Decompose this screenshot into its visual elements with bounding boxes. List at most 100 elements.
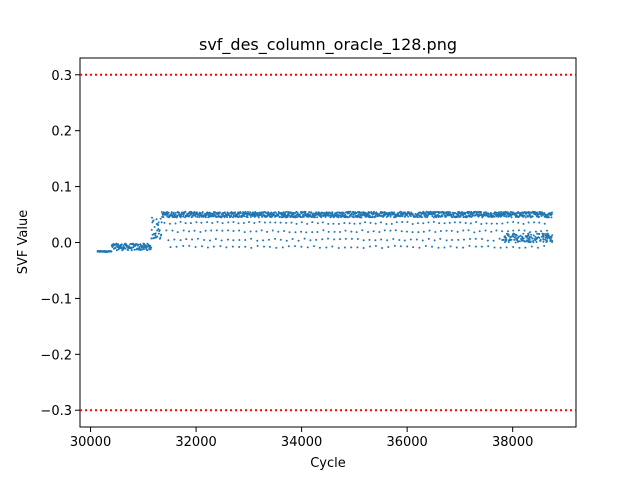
data-point [112, 247, 115, 250]
data-point [124, 247, 127, 250]
data-point [324, 215, 327, 218]
data-point [532, 234, 535, 237]
data-point [352, 216, 355, 219]
data-point [374, 239, 377, 242]
data-point [303, 237, 306, 240]
data-point [524, 216, 527, 219]
data-point [411, 223, 414, 226]
data-point [206, 212, 209, 215]
data-point [283, 230, 286, 233]
data-point [150, 246, 153, 249]
data-point [302, 215, 305, 218]
data-point [321, 221, 324, 224]
y-tick-label: 0.1 [51, 181, 72, 196]
data-point [550, 238, 552, 241]
data-point [378, 231, 381, 233]
data-point [250, 237, 253, 240]
data-point [359, 222, 362, 225]
data-point [220, 215, 223, 218]
data-point [507, 241, 510, 244]
data-point [372, 213, 375, 216]
data-point [263, 245, 265, 248]
data-point [500, 210, 503, 213]
data-point [204, 229, 207, 232]
x-axis: 30000 32000 34000 36000 38000 [70, 427, 533, 450]
data-point [320, 216, 323, 219]
data-point [198, 216, 201, 219]
data-point [283, 215, 286, 218]
data-point [534, 230, 537, 233]
data-point [263, 221, 266, 224]
data-point [441, 215, 444, 218]
data-point [542, 232, 545, 235]
data-point [395, 221, 398, 224]
data-point [232, 229, 235, 232]
data-point [518, 246, 521, 249]
data-point [322, 229, 325, 232]
data-point [427, 221, 430, 224]
data-points [96, 210, 554, 253]
data-point [205, 214, 208, 217]
data-point [415, 238, 418, 241]
data-point [521, 235, 524, 238]
data-point [435, 216, 438, 219]
data-point [200, 221, 203, 224]
data-point [439, 229, 442, 232]
data-point [185, 238, 188, 241]
data-point [296, 211, 299, 214]
data-point [437, 212, 440, 215]
data-point [528, 238, 531, 241]
data-point [495, 229, 498, 232]
data-point [467, 229, 470, 232]
data-point [456, 230, 459, 233]
data-point [256, 239, 259, 242]
data-point [405, 230, 408, 233]
data-point [474, 237, 477, 240]
data-point [536, 246, 539, 249]
data-point [515, 214, 518, 217]
data-point [421, 239, 424, 242]
data-point [157, 227, 160, 230]
data-point [138, 247, 141, 250]
data-point [290, 221, 293, 224]
data-point [532, 241, 535, 244]
data-point [514, 236, 517, 239]
data-point [542, 238, 545, 241]
data-point [262, 211, 265, 214]
data-point [295, 222, 298, 225]
data-point [117, 243, 120, 246]
data-point [215, 229, 218, 232]
data-point [528, 211, 531, 214]
data-point [234, 211, 237, 214]
data-point [350, 237, 353, 240]
data-point [464, 211, 467, 214]
data-point [420, 216, 423, 219]
data-point [504, 236, 507, 239]
data-point [285, 239, 288, 242]
x-tick-label: 32000 [175, 435, 216, 450]
data-point [110, 250, 113, 253]
data-point [149, 248, 152, 251]
data-point [155, 218, 158, 221]
data-point [379, 221, 382, 224]
data-point [238, 238, 241, 241]
data-point [461, 211, 464, 214]
data-point [260, 229, 263, 232]
data-point [156, 235, 159, 238]
data-point [143, 248, 145, 251]
data-point [527, 221, 530, 224]
data-point [281, 246, 284, 249]
data-point [237, 222, 240, 225]
data-point [371, 215, 374, 218]
data-point [527, 241, 530, 244]
data-point [243, 231, 246, 234]
data-point [309, 239, 312, 242]
data-point [433, 239, 436, 242]
data-point [297, 239, 300, 242]
data-point [246, 216, 249, 219]
data-point [501, 222, 504, 225]
data-point [294, 231, 297, 234]
data-point [221, 222, 224, 225]
data-point [401, 215, 404, 218]
